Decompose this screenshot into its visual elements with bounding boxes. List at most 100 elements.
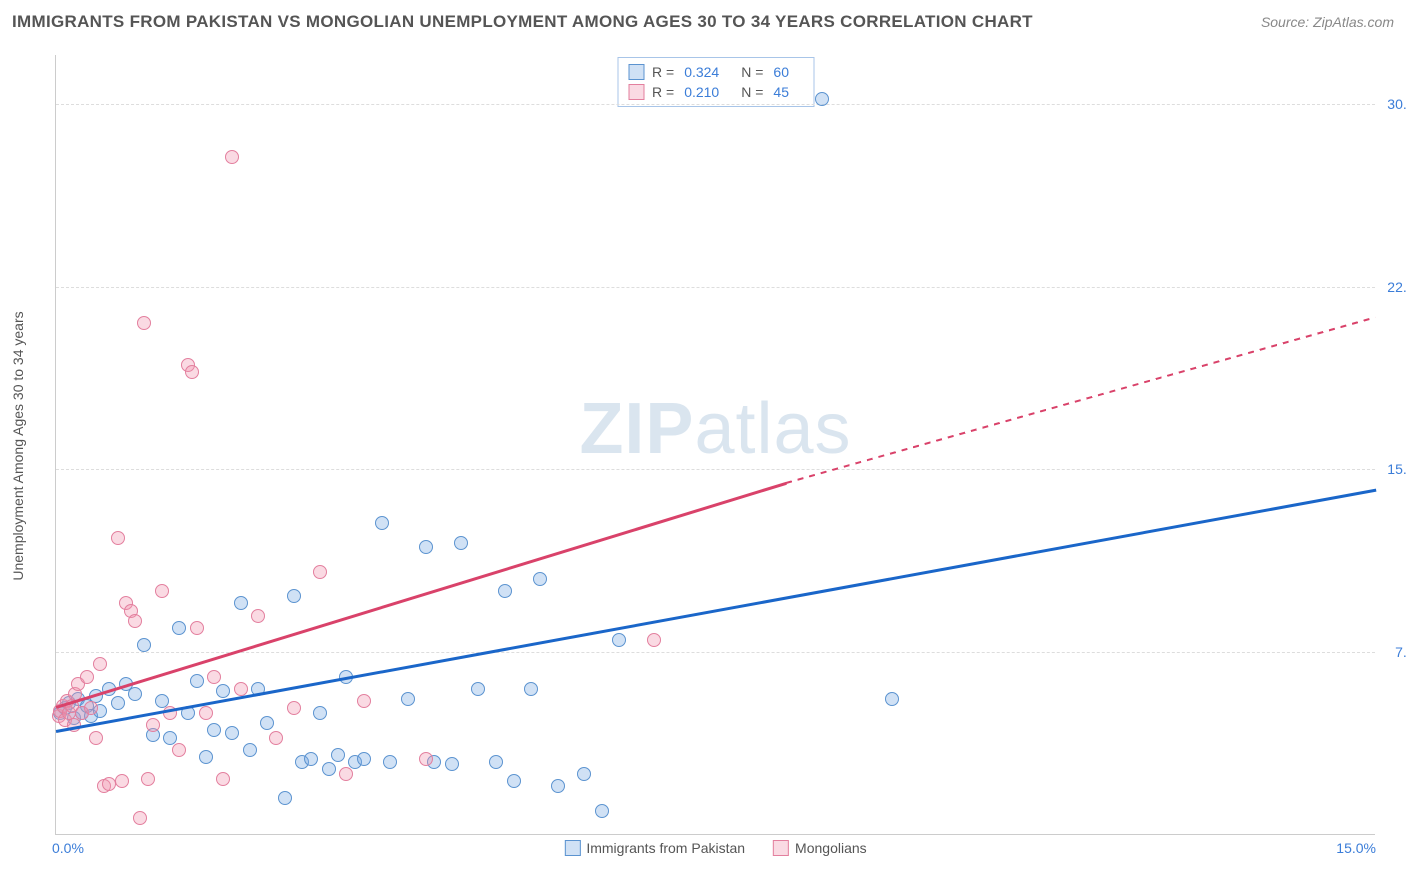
data-point bbox=[216, 684, 230, 698]
data-point bbox=[313, 565, 327, 579]
legend-n-val-s1: 60 bbox=[773, 64, 789, 80]
data-point bbox=[471, 682, 485, 696]
gridline bbox=[56, 652, 1375, 653]
data-point bbox=[885, 692, 899, 706]
data-point bbox=[489, 755, 503, 769]
data-point bbox=[577, 767, 591, 781]
data-point bbox=[146, 718, 160, 732]
data-point bbox=[507, 774, 521, 788]
data-point bbox=[357, 752, 371, 766]
data-point bbox=[137, 638, 151, 652]
legend-row-s1: R = 0.324 N = 60 bbox=[628, 62, 803, 82]
source-name: ZipAtlas.com bbox=[1313, 14, 1394, 30]
data-point bbox=[595, 804, 609, 818]
data-point bbox=[234, 596, 248, 610]
data-point bbox=[80, 670, 94, 684]
watermark-atlas: atlas bbox=[694, 389, 851, 469]
data-point bbox=[207, 723, 221, 737]
source-prefix: Source: bbox=[1261, 14, 1313, 30]
data-point bbox=[141, 772, 155, 786]
legend-item-s2: Mongolians bbox=[773, 840, 867, 856]
legend-n-label-2: N = bbox=[741, 84, 763, 100]
data-point bbox=[612, 633, 626, 647]
legend-r-val-s1: 0.324 bbox=[684, 64, 719, 80]
data-point bbox=[815, 92, 829, 106]
title-bar: IMMIGRANTS FROM PAKISTAN VS MONGOLIAN UN… bbox=[12, 12, 1394, 32]
source-attribution: Source: ZipAtlas.com bbox=[1261, 14, 1394, 30]
data-point bbox=[172, 743, 186, 757]
data-point bbox=[137, 316, 151, 330]
data-point bbox=[269, 731, 283, 745]
data-point bbox=[260, 716, 274, 730]
data-point bbox=[155, 584, 169, 598]
watermark: ZIPatlas bbox=[579, 388, 851, 470]
data-point bbox=[225, 726, 239, 740]
data-point bbox=[199, 706, 213, 720]
y-axis-label: Unemployment Among Ages 30 to 34 years bbox=[10, 311, 26, 580]
data-point bbox=[419, 752, 433, 766]
y-tick-label: 15.0% bbox=[1387, 461, 1406, 477]
data-point bbox=[172, 621, 186, 635]
data-point bbox=[454, 536, 468, 550]
data-point bbox=[216, 772, 230, 786]
legend-n-label: N = bbox=[741, 64, 763, 80]
data-point bbox=[322, 762, 336, 776]
legend-swatch-blue bbox=[628, 64, 644, 80]
data-point bbox=[419, 540, 433, 554]
legend-swatch-blue-b bbox=[564, 840, 580, 856]
legend-label-s2: Mongolians bbox=[795, 840, 867, 856]
data-point bbox=[185, 365, 199, 379]
data-point bbox=[111, 531, 125, 545]
legend-n-val-s2: 45 bbox=[773, 84, 789, 100]
data-point bbox=[287, 589, 301, 603]
data-point bbox=[190, 621, 204, 635]
data-point bbox=[357, 694, 371, 708]
data-point bbox=[84, 701, 98, 715]
legend-swatch-pink-b bbox=[773, 840, 789, 856]
data-point bbox=[278, 791, 292, 805]
trend-line bbox=[786, 316, 1376, 483]
data-point bbox=[331, 748, 345, 762]
data-point bbox=[234, 682, 248, 696]
legend-correlation: R = 0.324 N = 60 R = 0.210 N = 45 bbox=[617, 57, 814, 107]
data-point bbox=[199, 750, 213, 764]
legend-item-s1: Immigrants from Pakistan bbox=[564, 840, 745, 856]
data-point bbox=[287, 701, 301, 715]
x-tick-label: 0.0% bbox=[52, 840, 84, 856]
data-point bbox=[339, 767, 353, 781]
data-point bbox=[304, 752, 318, 766]
data-point bbox=[207, 670, 221, 684]
data-point bbox=[243, 743, 257, 757]
legend-r-val-s2: 0.210 bbox=[684, 84, 719, 100]
data-point bbox=[93, 657, 107, 671]
legend-row-s2: R = 0.210 N = 45 bbox=[628, 82, 803, 102]
gridline bbox=[56, 287, 1375, 288]
data-point bbox=[89, 731, 103, 745]
data-point bbox=[313, 706, 327, 720]
data-point bbox=[128, 687, 142, 701]
data-point bbox=[190, 674, 204, 688]
data-point bbox=[102, 777, 116, 791]
data-point bbox=[383, 755, 397, 769]
watermark-zip: ZIP bbox=[579, 389, 694, 469]
chart-title: IMMIGRANTS FROM PAKISTAN VS MONGOLIAN UN… bbox=[12, 12, 1033, 32]
data-point bbox=[111, 696, 125, 710]
data-point bbox=[401, 692, 415, 706]
y-tick-label: 7.5% bbox=[1395, 644, 1406, 660]
plot-area: ZIPatlas R = 0.324 N = 60 R = 0.210 N = … bbox=[55, 55, 1375, 835]
legend-r-label: R = bbox=[652, 64, 674, 80]
data-point bbox=[133, 811, 147, 825]
data-point bbox=[128, 614, 142, 628]
data-point bbox=[115, 774, 129, 788]
legend-swatch-pink bbox=[628, 84, 644, 100]
data-point bbox=[524, 682, 538, 696]
x-tick-label: 15.0% bbox=[1336, 840, 1376, 856]
gridline bbox=[56, 104, 1375, 105]
data-point bbox=[225, 150, 239, 164]
data-point bbox=[498, 584, 512, 598]
legend-series: Immigrants from Pakistan Mongolians bbox=[564, 840, 866, 856]
data-point bbox=[533, 572, 547, 586]
y-tick-label: 22.5% bbox=[1387, 279, 1406, 295]
legend-label-s1: Immigrants from Pakistan bbox=[586, 840, 745, 856]
data-point bbox=[647, 633, 661, 647]
